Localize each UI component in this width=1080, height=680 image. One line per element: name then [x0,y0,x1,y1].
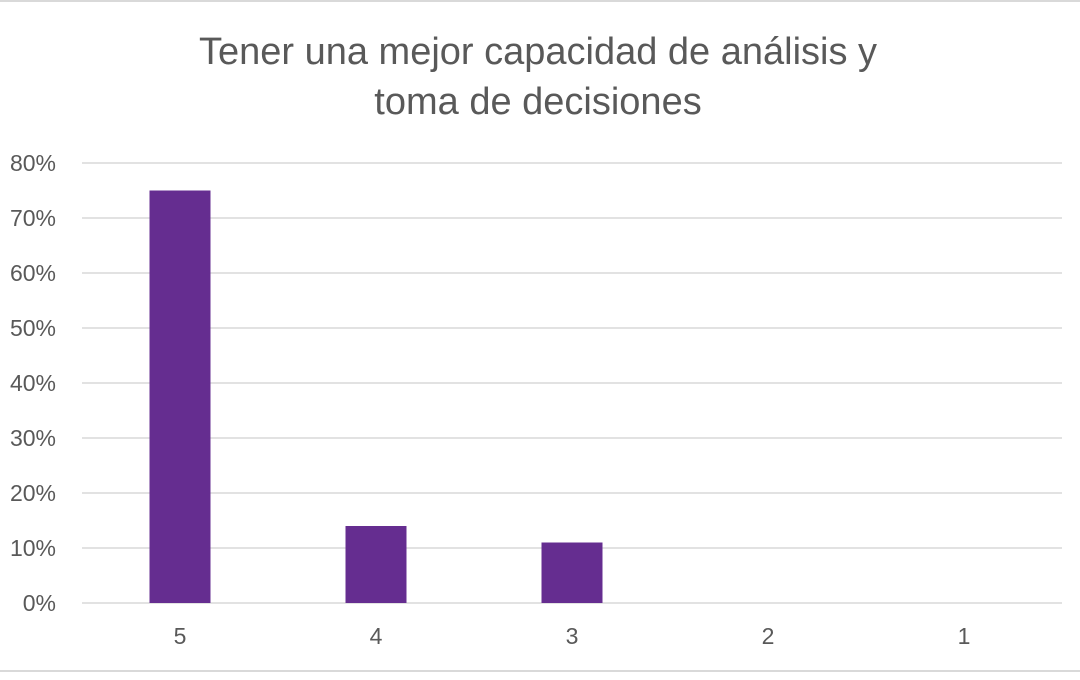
bar-5 [149,190,211,603]
bar-3 [541,542,603,603]
y-tick-label: 10% [10,535,56,561]
y-tick-label: 80% [10,150,56,176]
x-category-label: 2 [762,623,775,649]
y-tick-label: 40% [10,370,56,396]
bar-4 [345,526,407,603]
x-category-label: 3 [566,623,579,649]
y-tick-label: 70% [10,205,56,231]
x-category-label: 1 [958,623,971,649]
chart-title-line-2: toma de decisiones [374,81,701,123]
chart-title-line-1: Tener una mejor capacidad de análisis y [199,31,877,73]
y-axis-ticks: 0% 10% 20% 30% 40% 50% 60% 70% 80% [10,150,56,616]
x-axis-categories: 5 4 3 2 1 [174,623,971,649]
x-category-label: 4 [370,623,383,649]
y-tick-label: 0% [23,590,56,616]
gridlines [82,162,1062,604]
y-tick-label: 60% [10,260,56,286]
bars [149,190,603,603]
x-category-label: 5 [174,623,187,649]
y-tick-label: 50% [10,315,56,341]
y-tick-label: 20% [10,480,56,506]
y-tick-label: 30% [10,425,56,451]
